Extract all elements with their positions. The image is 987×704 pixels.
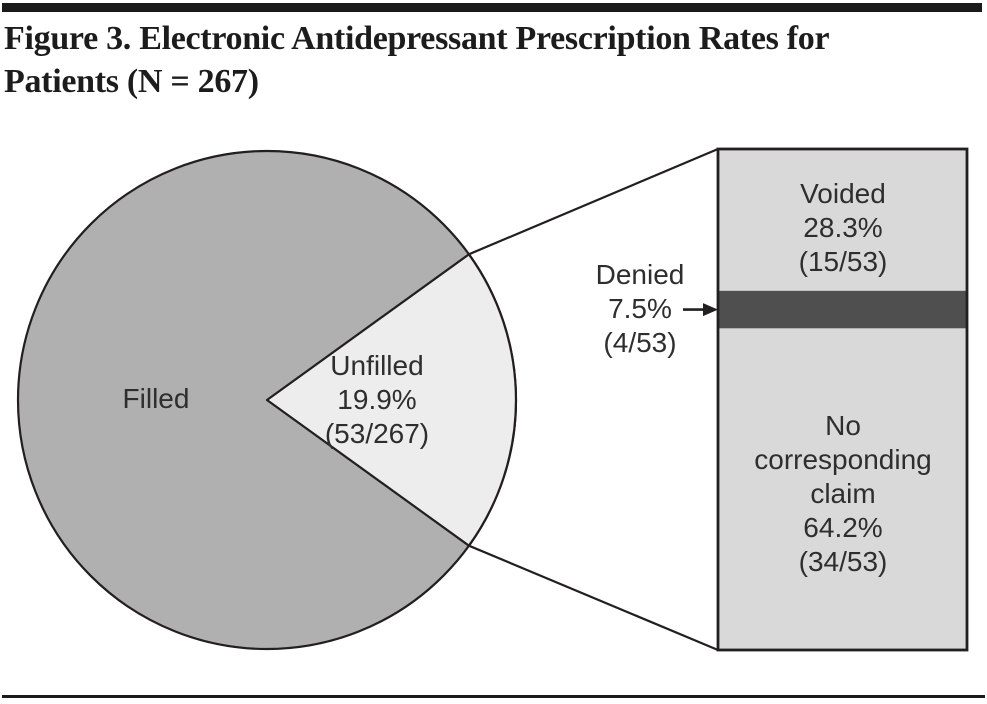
top-rule bbox=[2, 3, 982, 12]
pie-unfilled-wedge bbox=[265, 253, 518, 547]
denied-segment-label: Denied 7.5% (4/53) bbox=[560, 258, 720, 360]
filled-label-text: Filled bbox=[122, 383, 190, 414]
callout-line-top bbox=[468, 147, 719, 256]
voided-label-text: Voided bbox=[800, 178, 886, 209]
denied-arrowhead-icon bbox=[703, 303, 718, 317]
bar-segment-denied bbox=[718, 290, 967, 329]
figure-title: Figure 3. Electronic Antidepressant Pres… bbox=[4, 20, 830, 100]
bottom-rule bbox=[2, 695, 985, 698]
noclaim-label-text: No corresponding claim bbox=[754, 410, 932, 509]
voided-pct: 28.3% bbox=[803, 212, 883, 243]
bar-segment-voided bbox=[718, 149, 967, 291]
denied-fraction: (4/53) bbox=[603, 327, 677, 358]
callout-line-bottom bbox=[468, 544, 719, 652]
unfilled-slice-label: Unfilled 19.9% (53/267) bbox=[277, 349, 477, 451]
filled-slice-label: Filled bbox=[76, 382, 236, 416]
denied-label-text: Denied bbox=[595, 259, 685, 290]
unfilled-label-text: Unfilled bbox=[330, 350, 424, 381]
noclaim-pct: 64.2% bbox=[803, 512, 883, 543]
noclaim-segment-label: No corresponding claim 64.2% (34/53) bbox=[743, 409, 943, 579]
bar-segment-noclaim bbox=[718, 328, 967, 650]
bar-outline bbox=[716, 147, 969, 652]
noclaim-fraction: (34/53) bbox=[798, 546, 888, 577]
voided-segment-label: Voided 28.3% (15/53) bbox=[733, 177, 953, 279]
denied-pct: 7.5% bbox=[608, 293, 672, 324]
unfilled-fraction: (53/267) bbox=[324, 418, 430, 449]
voided-fraction: (15/53) bbox=[798, 246, 888, 277]
unfilled-pct: 19.9% bbox=[337, 384, 417, 415]
